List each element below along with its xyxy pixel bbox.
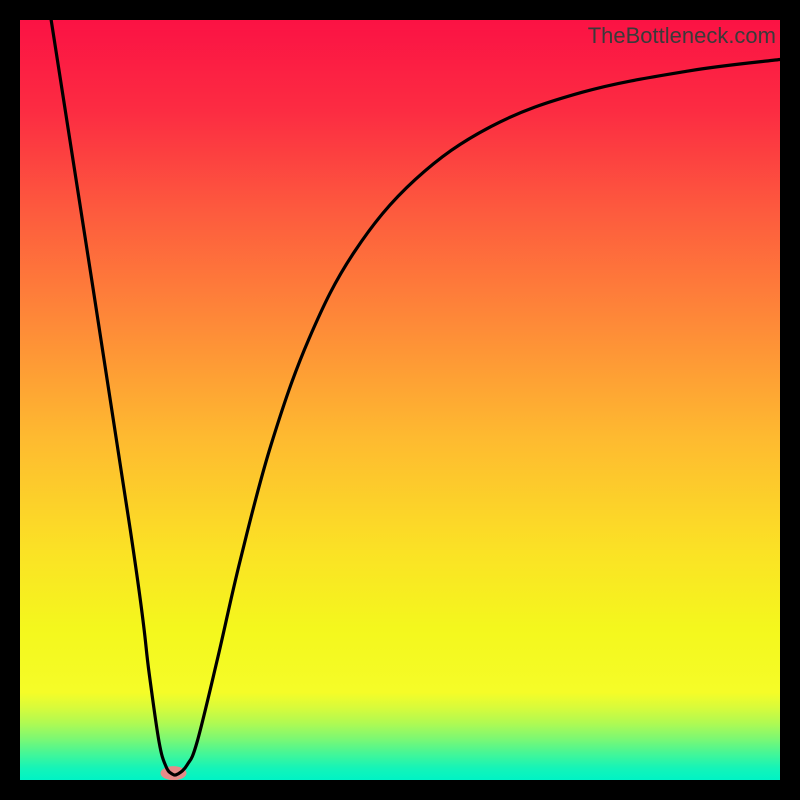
chart-container: TheBottleneck.com [0,0,800,800]
watermark-text: TheBottleneck.com [588,23,776,49]
bottleneck-curve [51,20,780,775]
curve-layer [20,20,780,780]
plot-area [20,20,780,780]
